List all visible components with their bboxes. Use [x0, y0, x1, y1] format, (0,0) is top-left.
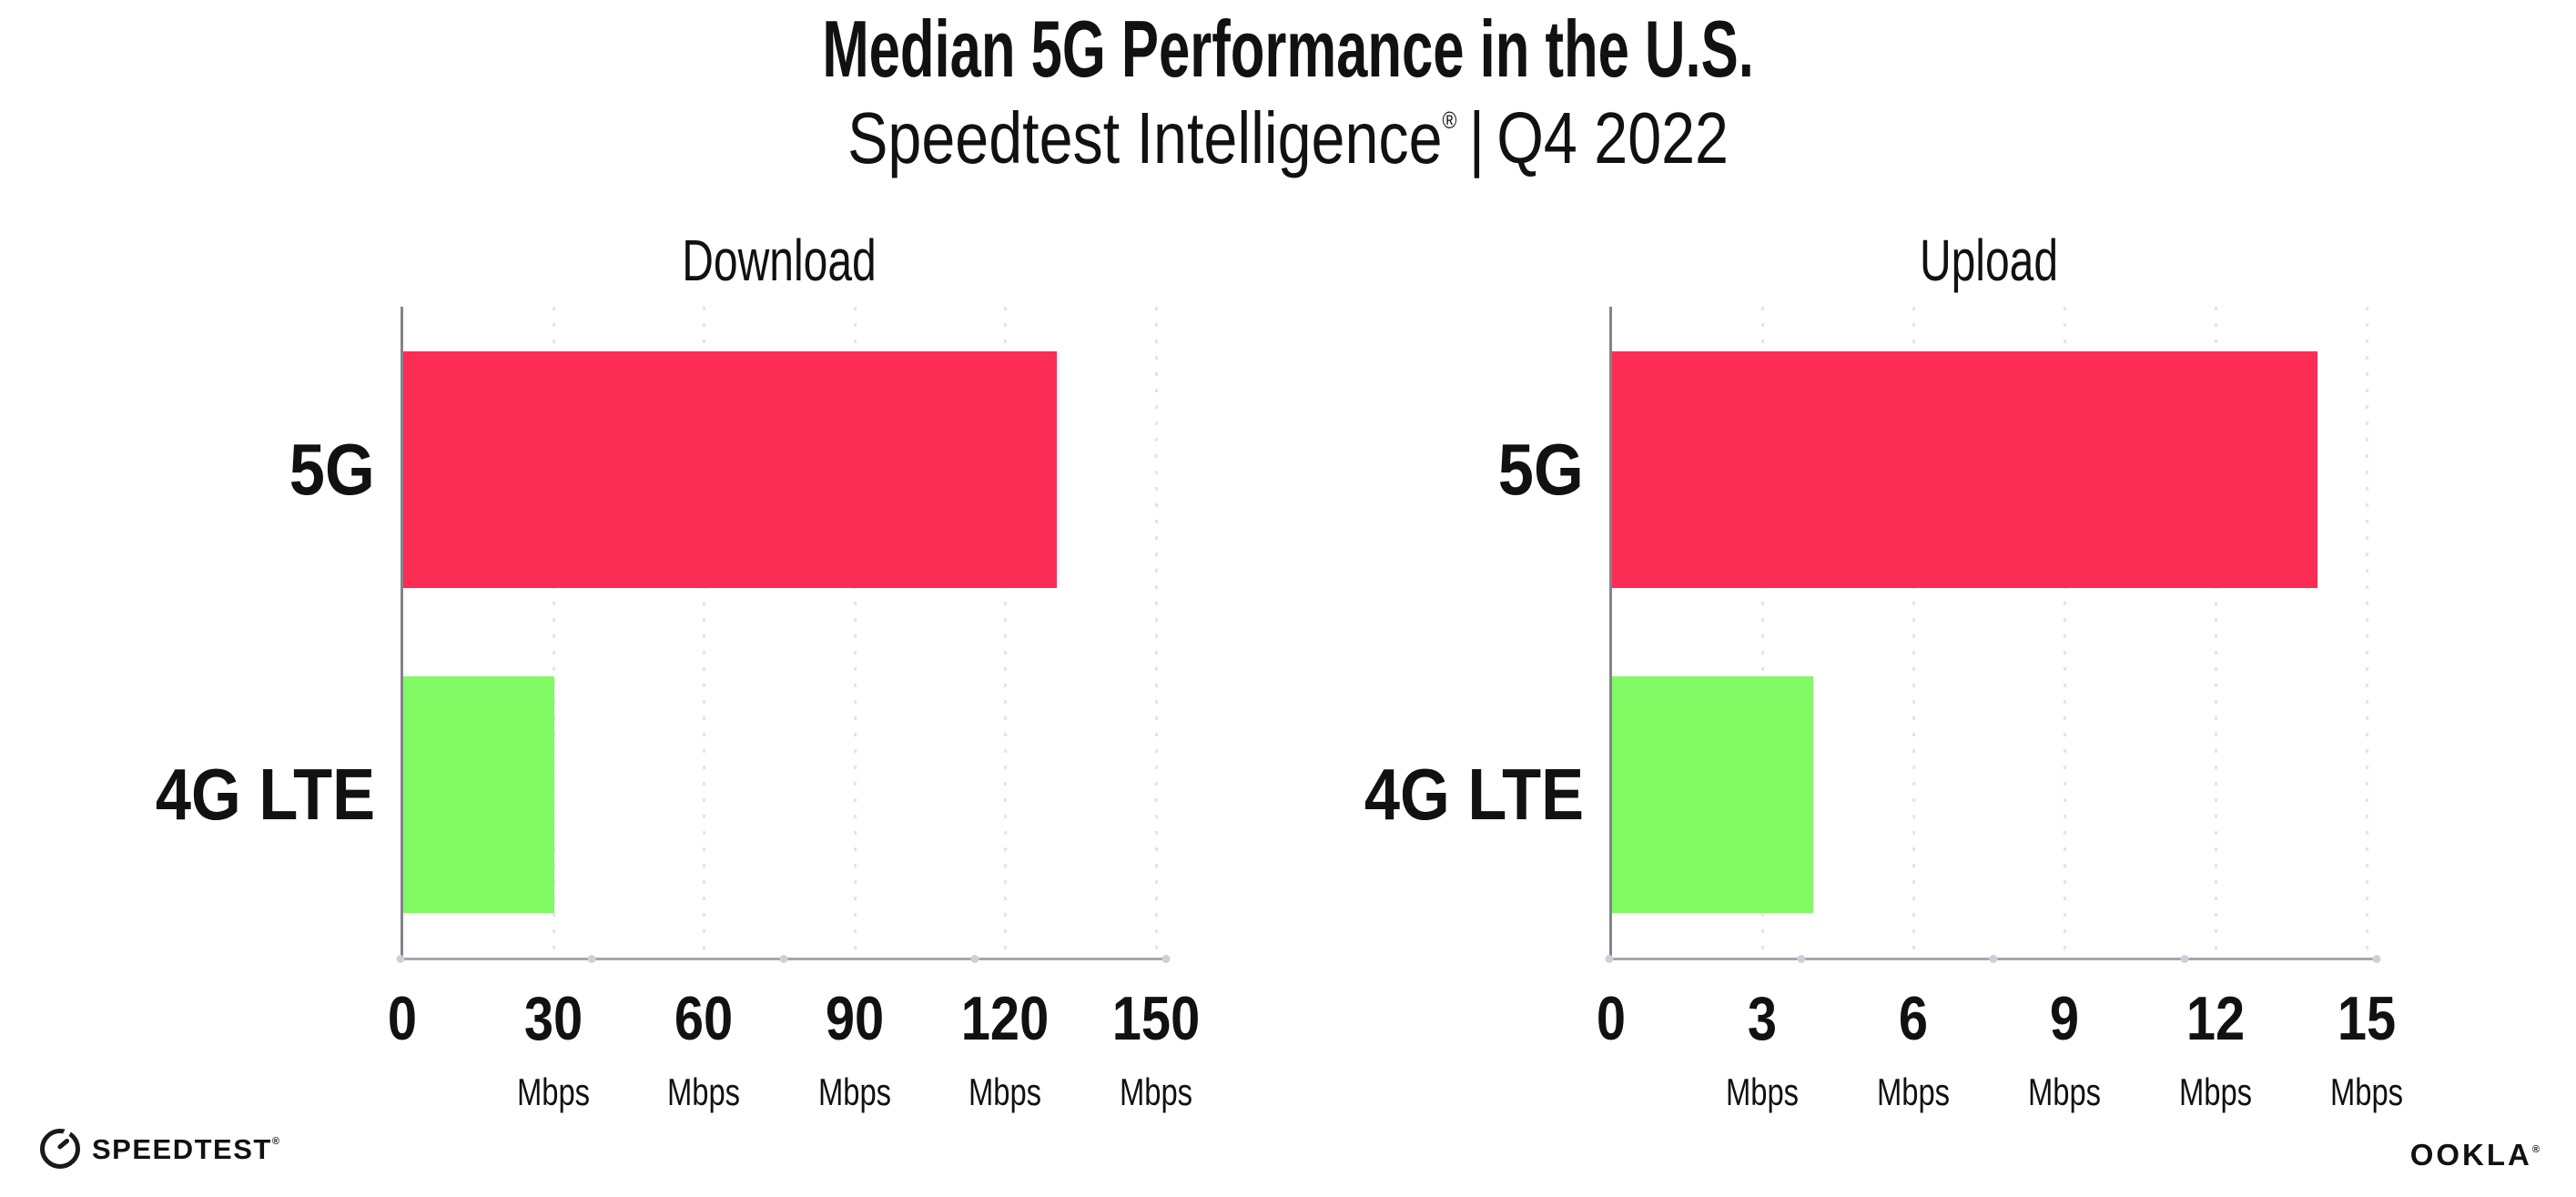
y-axis-line	[1609, 307, 1612, 959]
x-unit-label: Mbps	[1119, 1070, 1193, 1113]
x-tick-label: 120	[961, 984, 1050, 1053]
x-tick-label: 0	[1596, 984, 1627, 1053]
speedtest-logo: SPEEDTEST®	[40, 1125, 279, 1169]
gridline	[703, 307, 706, 959]
page-subtitle-text: Speedtest Intelligence® | Q4 2022	[847, 100, 1729, 177]
x-tick-label: 15	[2337, 984, 2397, 1053]
x-tick-label: 30	[523, 984, 583, 1053]
category-label: 5G	[1498, 429, 1584, 510]
axis-tick-dot	[1989, 955, 1997, 963]
x-unit-label: Mbps	[2178, 1070, 2253, 1113]
x-unit-label: Mbps	[516, 1070, 590, 1113]
x-tick-label: 9	[2049, 984, 2080, 1053]
category-label: 4G LTE	[155, 754, 375, 835]
x-tick-label: 90	[825, 984, 884, 1053]
bar-5g	[403, 351, 1057, 588]
x-tick-label: 12	[2186, 984, 2246, 1053]
ookla-trademark-symbol: ®	[2531, 1144, 2540, 1155]
subtitle-period: Q4 2022	[1496, 97, 1729, 179]
ookla-logo: OOKLA®	[2410, 1140, 2540, 1170]
axis-tick-dot	[396, 955, 405, 963]
speedtest-wordmark-text: SPEEDTEST	[92, 1132, 272, 1165]
gridline	[1761, 307, 1764, 959]
subtitle-brand: Speedtest Intelligence	[847, 97, 1443, 179]
upload-chart-plot: Upload 0 3 Mbps 6 Mbps 9 Mbps 12 Mbps 15 Mbps 5G 4G L…	[1364, 228, 2403, 1111]
page-subtitle: Speedtest Intelligence® | Q4 2022	[0, 100, 2576, 177]
x-unit-label: Mbps	[2329, 1070, 2404, 1113]
gridline	[1155, 307, 1158, 959]
x-axis-line	[396, 955, 1171, 963]
gauge-notch	[63, 1125, 73, 1137]
x-unit-label: Mbps	[2027, 1070, 2102, 1113]
axis-tick-dot	[970, 955, 979, 963]
category-label: 5G	[289, 429, 375, 510]
x-tick-label: 150	[1111, 984, 1201, 1053]
gridline	[2064, 307, 2066, 959]
x-tick-label: 3	[1747, 984, 1778, 1053]
x-axis-line	[1605, 955, 2381, 963]
axis-tick-dot	[2180, 955, 2189, 963]
x-tick-label: 6	[1898, 984, 1929, 1053]
axis-tick-dot	[1797, 955, 1806, 963]
chart-title: Upload	[1919, 228, 2059, 293]
gridline	[2215, 307, 2217, 959]
axis-tick-dot	[1161, 955, 1171, 963]
x-unit-label: Mbps	[667, 1070, 741, 1113]
x-tick-label: 60	[674, 984, 734, 1053]
x-unit-label: Mbps	[1876, 1070, 1951, 1113]
chart-title: Download	[682, 228, 877, 293]
bar-5g	[1612, 351, 2317, 588]
ookla-wordmark-text: OOKLA	[2409, 1138, 2532, 1172]
x-unit-label: Mbps	[817, 1070, 891, 1113]
gridline	[2366, 307, 2368, 959]
x-tick-label: 0	[387, 984, 418, 1053]
axis-tick-dot	[779, 955, 787, 963]
gridline	[853, 307, 857, 959]
page-title-text: Median 5G Performance in the U.S.	[822, 4, 1754, 94]
gauge-icon	[40, 1125, 80, 1169]
subtitle-separator: |	[1468, 97, 1485, 179]
gridline	[1912, 307, 1915, 959]
page-title: Median 5G Performance in the U.S.	[0, 0, 2576, 91]
y-axis-line	[401, 307, 403, 959]
gridline	[1004, 307, 1008, 959]
gridline	[552, 307, 555, 959]
speedtest-trademark-symbol: ®	[271, 1135, 279, 1147]
bar-4g-lte	[1612, 676, 1814, 913]
x-unit-label: Mbps	[969, 1070, 1042, 1113]
axis-tick-dot	[2372, 955, 2381, 963]
x-unit-label: Mbps	[1725, 1070, 1800, 1113]
category-label: 4G LTE	[1364, 754, 1584, 835]
header: Median 5G Performance in the U.S. Speedt…	[0, 0, 2576, 177]
speedtest-wordmark: SPEEDTEST®	[92, 1135, 279, 1163]
download-chart-plot: Download 0 30 Mbps 60 Mbps 90 Mbps 120 Mbps 150 Mbp…	[156, 228, 1200, 1111]
bar-4g-lte	[403, 676, 554, 913]
axis-tick-dot	[1605, 955, 1614, 963]
axis-tick-dot	[587, 955, 596, 963]
registered-trademark-symbol: ®	[1442, 107, 1457, 135]
